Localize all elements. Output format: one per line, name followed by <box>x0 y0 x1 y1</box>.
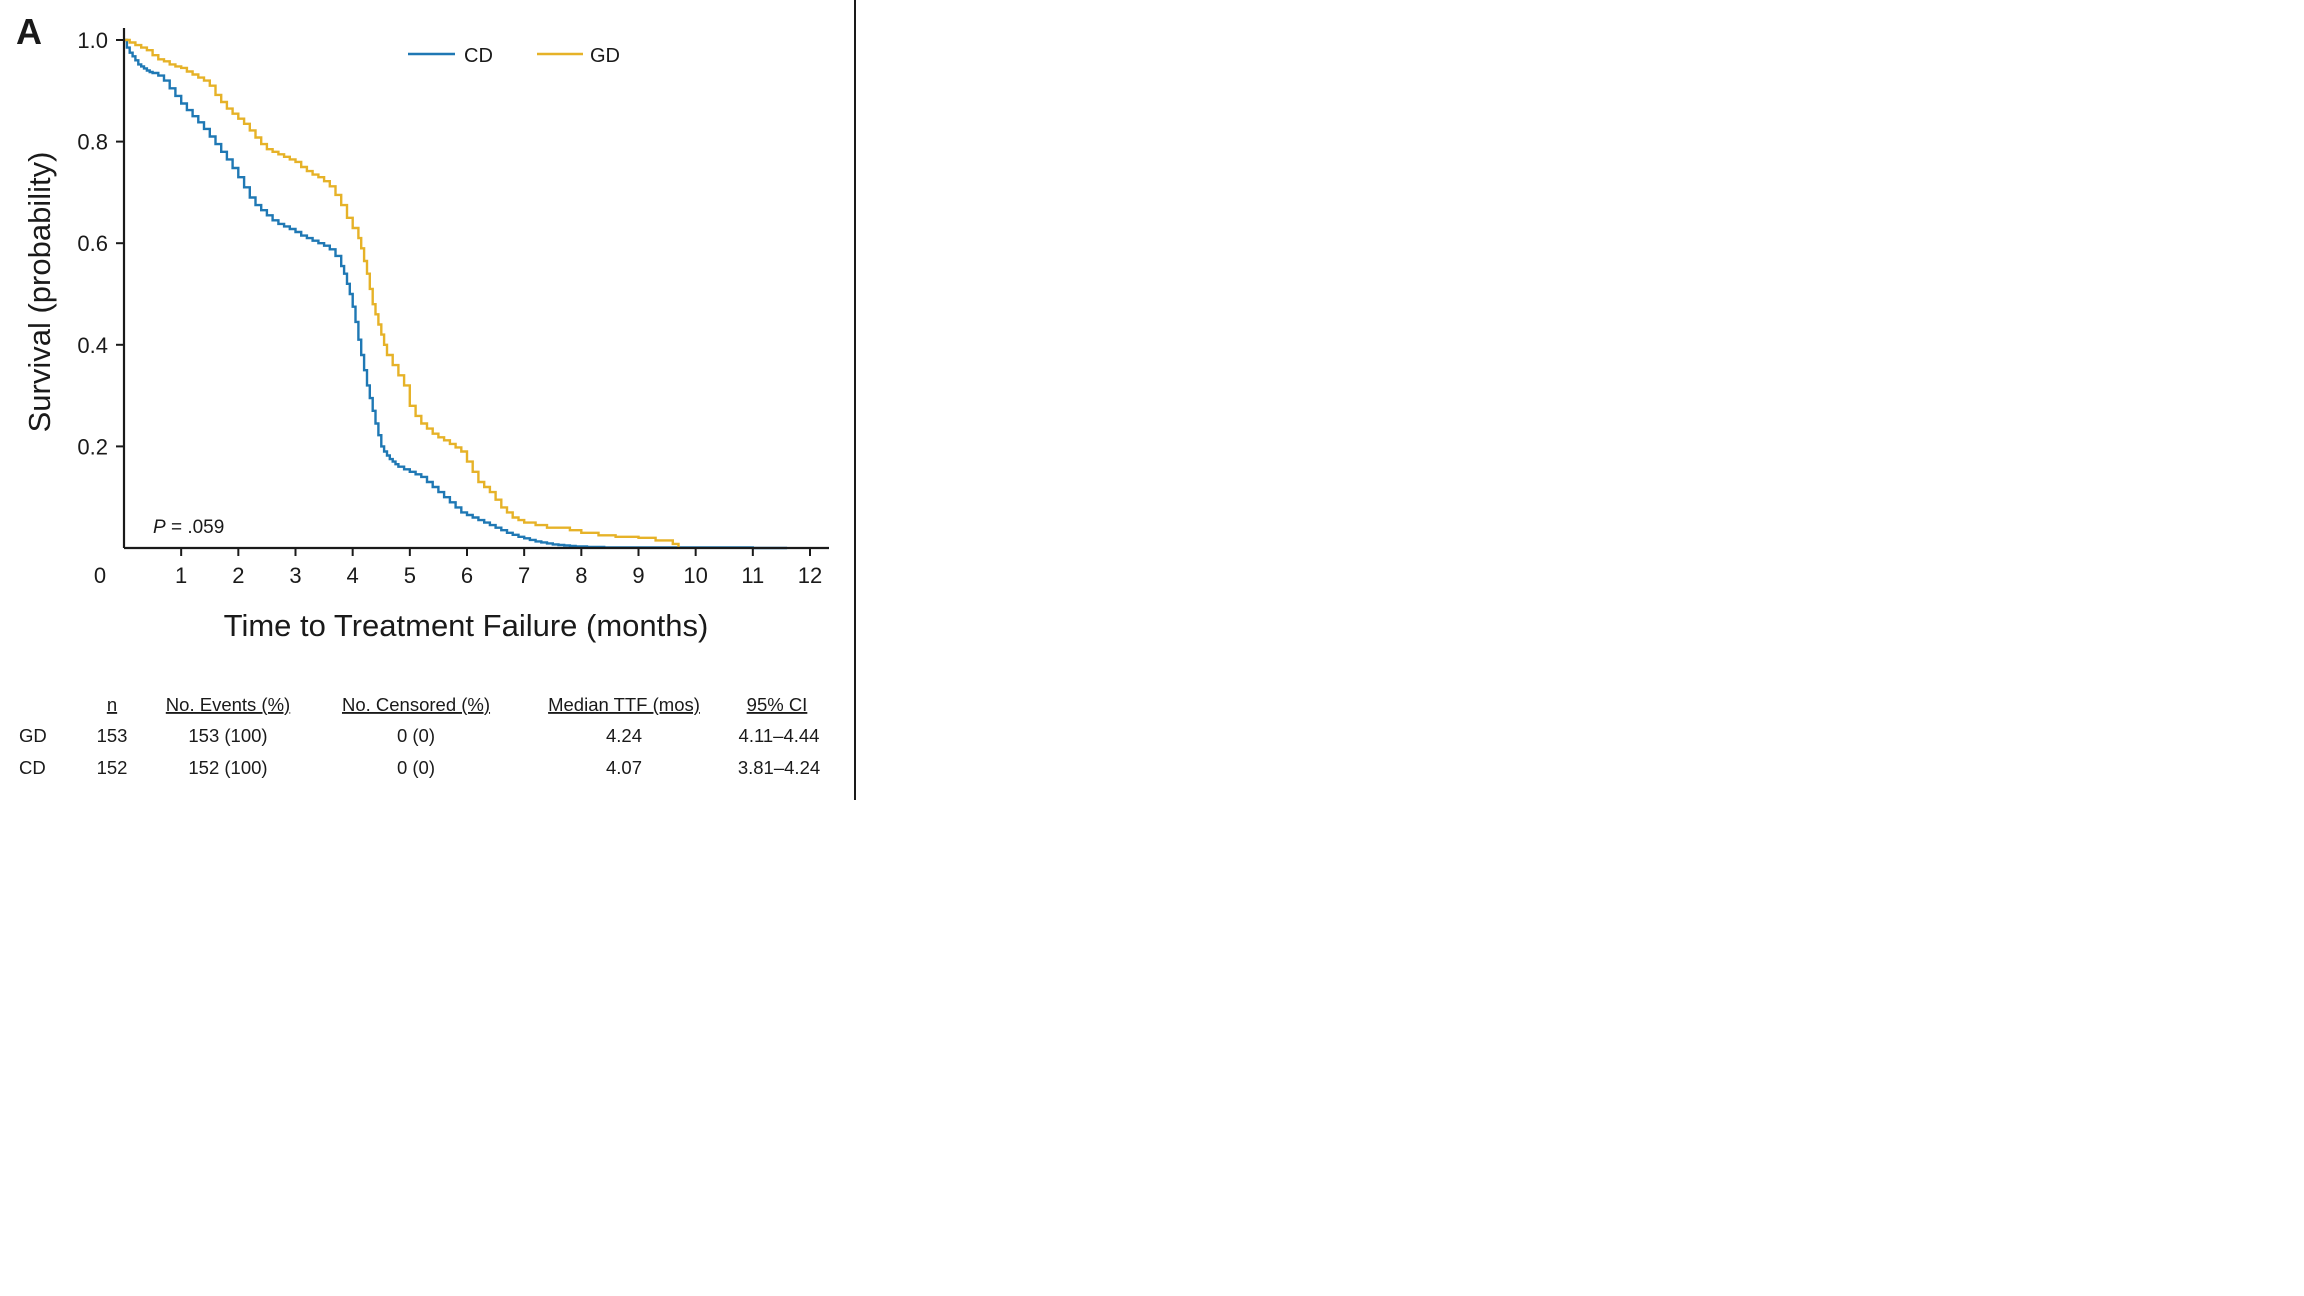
table-row: GD 153 153 (100) 0 (0) 4.24 4.11–4.44 <box>19 725 819 746</box>
table-row: CD 152 152 (100) 0 (0) 4.07 3.81–4.24 <box>19 757 820 778</box>
y-tick-label: 0.6 <box>77 231 108 256</box>
y-ticks: 0.2 0.4 0.6 0.8 1.0 <box>77 28 124 459</box>
x-tick-label: 7 <box>518 563 530 588</box>
x-ticks: 1 2 3 4 5 6 7 8 9 10 11 12 <box>175 548 822 588</box>
panel-label: A <box>16 11 42 52</box>
table-cell: 152 (100) <box>188 757 267 778</box>
y-tick-label: 1.0 <box>77 28 108 53</box>
x-tick-label: 11 <box>741 563 764 588</box>
p-value-prefix: P <box>153 517 166 538</box>
table-cell: 4.07 <box>606 757 642 778</box>
table-cell: 152 <box>97 757 128 778</box>
series-line-cd <box>124 38 788 550</box>
x-tick-label: 6 <box>461 563 473 588</box>
x-axis-title: Time to Treatment Failure (months) <box>224 608 709 643</box>
p-value-text: = .059 <box>166 517 225 538</box>
table-header-median: Median TTF (mos) <box>548 694 700 715</box>
x-tick-label: 4 <box>347 563 359 588</box>
table-row-group: GD <box>19 725 47 746</box>
summary-table: n No. Events (%) No. Censored (%) Median… <box>19 694 820 778</box>
y-tick-label: 0.2 <box>77 434 108 459</box>
table-header-censored: No. Censored (%) <box>342 694 490 715</box>
series-line-gd <box>124 38 680 548</box>
y-tick-label: 0.8 <box>77 130 108 155</box>
table-header-ci: 95% CI <box>747 694 808 715</box>
legend-label-gd: GD <box>590 45 620 67</box>
x-tick-label: 10 <box>683 563 707 588</box>
x-origin-label: 0 <box>94 563 106 588</box>
table-cell: 153 <box>97 725 128 746</box>
table-cell: 4.24 <box>606 725 642 746</box>
x-tick-label: 8 <box>575 563 587 588</box>
table-cell: 0 (0) <box>397 757 435 778</box>
x-tick-label: 5 <box>404 563 416 588</box>
legend-label-cd: CD <box>464 45 493 67</box>
y-tick-label: 0.4 <box>77 333 108 358</box>
x-tick-label: 9 <box>632 563 644 588</box>
x-tick-label: 3 <box>289 563 301 588</box>
km-chart: 0.20.40.60.81.0 1 2 3 4 5 6 7 8 9 10 11 12 0 Surviv… <box>22 28 829 643</box>
legend: CD GD <box>408 45 620 67</box>
table-cell: 0 (0) <box>397 725 435 746</box>
p-value-annotation: P = .059 <box>153 517 224 538</box>
x-tick-label: 1 <box>175 563 187 588</box>
table-cell: 3.81–4.24 <box>738 757 820 778</box>
table-cell: 4.11–4.44 <box>739 725 820 746</box>
x-tick-label: 2 <box>232 563 244 588</box>
plot-curves <box>124 38 788 550</box>
y-axis-title: Survival (probability) <box>22 152 57 433</box>
table-row-group: CD <box>19 757 46 778</box>
table-cell: 153 (100) <box>188 725 267 746</box>
table-header-n: n <box>107 694 117 715</box>
x-tick-label: 12 <box>798 563 822 588</box>
table-header-events: No. Events (%) <box>166 694 290 715</box>
